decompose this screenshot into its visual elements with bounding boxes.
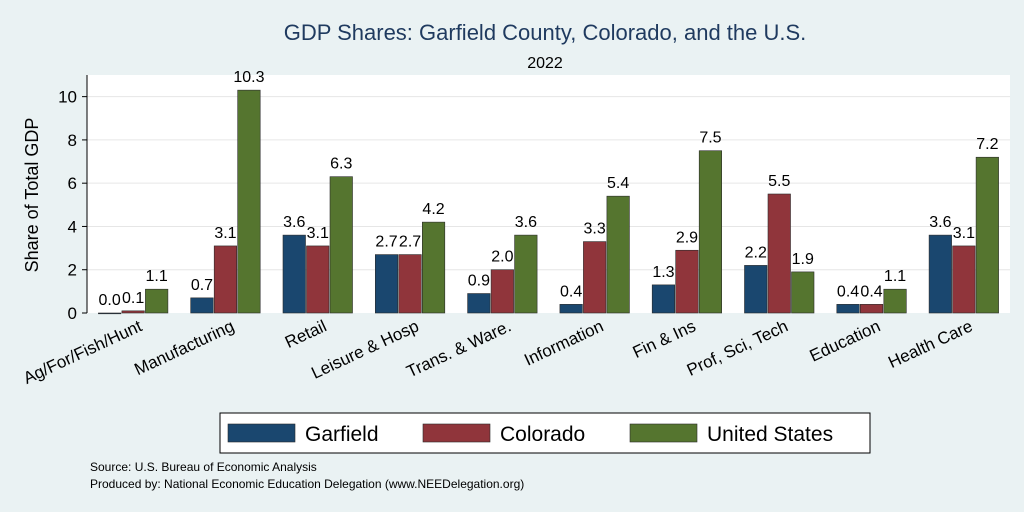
bar-garfield bbox=[651, 284, 676, 314]
y-tick-label: 10 bbox=[58, 88, 77, 107]
data-label: 0.4 bbox=[837, 283, 859, 300]
bar-colorado bbox=[306, 245, 330, 314]
bar-united-states bbox=[514, 234, 538, 314]
data-label: 2.7 bbox=[399, 234, 421, 251]
bar-colorado bbox=[952, 245, 976, 314]
data-label: 3.6 bbox=[283, 214, 305, 231]
y-tick-label: 6 bbox=[68, 174, 77, 193]
data-label: 0.4 bbox=[560, 283, 582, 300]
data-label: 2.9 bbox=[676, 229, 698, 246]
bar-united-states bbox=[421, 221, 446, 314]
data-label: 7.5 bbox=[699, 130, 721, 147]
data-label: 5.5 bbox=[768, 173, 790, 190]
bar-united-states bbox=[145, 288, 169, 314]
data-label: 10.3 bbox=[233, 69, 264, 86]
bar-garfield bbox=[744, 265, 768, 314]
data-label: 3.1 bbox=[307, 225, 329, 242]
data-label: 6.3 bbox=[330, 156, 352, 173]
data-label: 2.0 bbox=[491, 249, 513, 266]
data-label: 1.3 bbox=[652, 264, 674, 281]
data-label: 2.2 bbox=[745, 244, 767, 261]
legend-label: Colorado bbox=[500, 423, 585, 446]
bar-colorado bbox=[583, 241, 607, 314]
produced-by-note: Produced by: National Economic Education… bbox=[90, 477, 524, 491]
legend-label: United States bbox=[707, 423, 833, 446]
data-label: 0.0 bbox=[99, 292, 121, 309]
data-label: 3.6 bbox=[929, 214, 951, 231]
bar-garfield bbox=[282, 234, 306, 314]
bar-garfield bbox=[98, 312, 122, 315]
bar-colorado bbox=[213, 245, 237, 314]
data-label: 4.2 bbox=[422, 201, 444, 218]
y-axis-label: Share of Total GDP bbox=[22, 118, 42, 273]
y-tick-label: 8 bbox=[68, 131, 77, 150]
bar-garfield bbox=[374, 254, 399, 314]
bar-colorado bbox=[490, 269, 514, 314]
bar-garfield bbox=[190, 297, 214, 314]
bar-united-states bbox=[606, 195, 630, 314]
legend-swatch-colorado bbox=[422, 423, 491, 443]
chart-title: GDP Shares: Garfield County, Colorado, a… bbox=[284, 20, 807, 45]
data-label: 0.4 bbox=[860, 283, 882, 300]
data-label: 3.1 bbox=[953, 225, 975, 242]
bar-united-states bbox=[975, 156, 999, 314]
data-label: 2.7 bbox=[375, 234, 397, 251]
data-label: 0.9 bbox=[468, 273, 490, 290]
bar-colorado bbox=[859, 304, 884, 314]
bar-united-states bbox=[698, 150, 723, 314]
bar-united-states bbox=[329, 176, 353, 314]
bar-united-states bbox=[883, 288, 907, 314]
legend-swatch-united-states bbox=[629, 423, 698, 443]
source-note: Source: U.S. Bureau of Economic Analysis bbox=[90, 460, 317, 474]
legend-box bbox=[219, 412, 871, 454]
data-label: 1.1 bbox=[146, 268, 168, 285]
data-label: 1.9 bbox=[792, 251, 814, 268]
data-label: 7.2 bbox=[976, 136, 998, 153]
data-label: 5.4 bbox=[607, 175, 629, 192]
bar-colorado bbox=[398, 254, 422, 314]
bar-garfield bbox=[559, 304, 583, 314]
y-tick-label: 4 bbox=[68, 217, 77, 236]
legend-swatch-garfield bbox=[227, 423, 296, 443]
bar-colorado bbox=[767, 193, 791, 314]
bar-united-states bbox=[237, 89, 261, 314]
bar-colorado bbox=[675, 249, 699, 314]
y-tick-label: 0 bbox=[68, 304, 77, 323]
chart-subtitle: 2022 bbox=[527, 55, 563, 72]
data-label: 3.1 bbox=[214, 225, 236, 242]
data-label: 0.7 bbox=[191, 277, 213, 294]
bar-garfield bbox=[928, 234, 952, 314]
bar-garfield bbox=[836, 304, 860, 314]
bar-colorado bbox=[121, 310, 145, 314]
data-label: 3.6 bbox=[515, 214, 537, 231]
data-label: 3.3 bbox=[584, 221, 606, 238]
legend-label: Garfield bbox=[305, 423, 379, 446]
bar-united-states bbox=[791, 271, 815, 314]
data-label: 1.1 bbox=[884, 268, 906, 285]
y-tick-label: 2 bbox=[68, 261, 77, 280]
data-label: 0.1 bbox=[122, 290, 144, 307]
bar-garfield bbox=[467, 293, 491, 314]
